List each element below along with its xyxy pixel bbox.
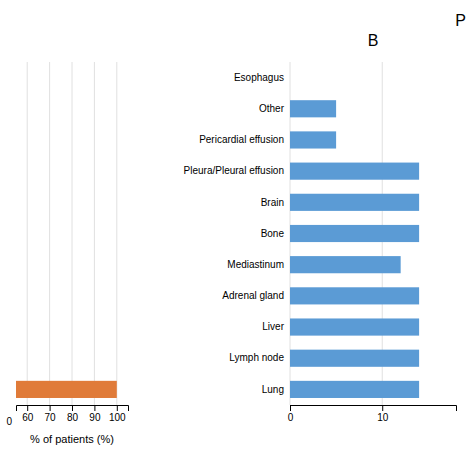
tick-label: Lymph node — [229, 352, 284, 363]
panel: 60 70 80 90 100 % of patients (%) 0 — [0, 62, 129, 445]
panel: 0 10 Lung Lymph node Liver Adrenal gland Media… — [184, 12, 466, 423]
tick-label: 60 — [22, 412, 34, 423]
tick-mark — [290, 405, 291, 411]
grid-line — [116, 62, 117, 405]
tick-label: Bone — [261, 228, 285, 239]
tick: 10 — [377, 405, 389, 423]
tick-label: Liver — [262, 321, 284, 332]
axis-line — [291, 406, 457, 412]
tick-label: 100 — [109, 412, 126, 423]
bar — [290, 287, 419, 304]
tick: Lymph node — [229, 352, 290, 363]
bar — [290, 69, 291, 86]
title: B — [368, 32, 379, 49]
bar — [290, 131, 336, 148]
tick: Brain — [261, 197, 290, 208]
bar — [290, 225, 419, 242]
bars — [290, 100, 419, 398]
tick-label: Lung — [262, 384, 284, 395]
bar — [290, 256, 401, 273]
x-axis: 0 10 — [288, 405, 457, 423]
tick-label: 80 — [67, 412, 79, 423]
bar — [290, 318, 419, 335]
annotation: 0 — [6, 416, 12, 427]
tick-label: 0 — [288, 412, 294, 423]
tick: 0 — [288, 405, 294, 423]
grid-line — [94, 62, 95, 405]
grid — [27, 62, 117, 405]
tick-label: Pericardial effusion — [199, 134, 284, 145]
tick: 70 — [45, 405, 57, 423]
x-axis-title: % of patients (%) — [30, 433, 114, 445]
tick: Other — [259, 103, 290, 114]
bar — [290, 100, 336, 117]
bar — [290, 350, 419, 367]
tick-label: 10 — [377, 412, 389, 423]
grid-line — [49, 62, 50, 405]
y-axis: Lung Lymph node Liver Adrenal gland Mediasti… — [184, 72, 290, 395]
tick: 60 — [22, 405, 34, 423]
tick: Lung — [262, 384, 290, 395]
tick-mark — [382, 405, 383, 411]
bar — [290, 194, 419, 211]
tick-label: Esophagus — [234, 72, 284, 83]
tick-mark — [94, 405, 95, 411]
tick: Esophagus — [234, 72, 290, 83]
bar — [290, 381, 419, 398]
tick: Bone — [261, 228, 290, 239]
tick-mark — [117, 405, 118, 411]
tick-label: 70 — [45, 412, 57, 423]
tick: Liver — [262, 321, 290, 332]
tick: Pericardial effusion — [199, 134, 290, 145]
x-axis: 60 70 80 90 100 — [17, 405, 129, 423]
grid-line — [72, 62, 73, 405]
tick: 100 — [109, 405, 126, 423]
tick-label: Adrenal gland — [222, 290, 284, 301]
bar — [16, 381, 117, 398]
tick-mark — [27, 405, 28, 411]
tick: Pleura/Pleural effusion — [184, 165, 290, 176]
tick-label: Pleura/Pleural effusion — [184, 165, 284, 176]
tick: Mediastinum — [227, 259, 290, 270]
tick-label: Mediastinum — [227, 259, 284, 270]
tick: 90 — [89, 405, 101, 423]
axis-line — [17, 406, 129, 412]
chart-svg: 60 70 80 90 100 % of patients (%) 0 0 10 Lung Lymp… — [0, 0, 474, 474]
grid-line — [27, 62, 28, 405]
bar — [290, 163, 419, 180]
tick-label: Brain — [261, 197, 284, 208]
bars — [16, 381, 117, 398]
tick-label: Other — [259, 103, 285, 114]
tick: 80 — [67, 405, 79, 423]
annotation: P — [455, 12, 466, 29]
tick: Adrenal gland — [222, 290, 290, 301]
tick-mark — [50, 405, 51, 411]
tick-mark — [72, 405, 73, 411]
tick-label: 90 — [89, 412, 101, 423]
